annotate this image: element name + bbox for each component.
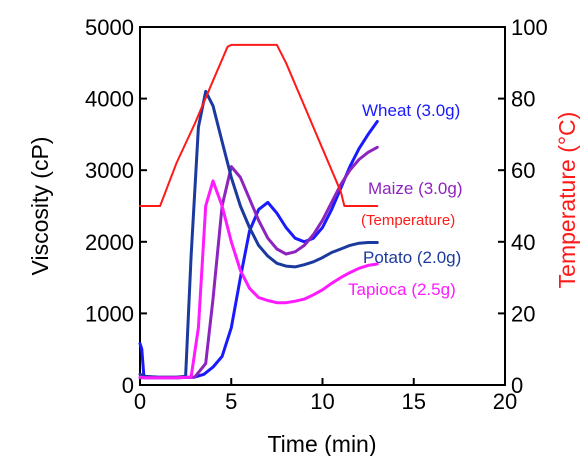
y-axis-title: Viscosity (cP)	[27, 137, 53, 276]
x-tick-label: 10	[310, 389, 334, 414]
x-tick-label: 5	[225, 389, 237, 414]
label-tapioca: Tapioca (2.5g)	[348, 280, 456, 299]
axis-ticks: 0 5 10 15 2001000200030004000500002040608010…	[85, 15, 548, 414]
y2-tick-label: 60	[511, 158, 535, 183]
y-tick-label: 4000	[85, 87, 134, 112]
series-line-maize-g	[138, 145, 379, 380]
x-tick-label: 0	[134, 389, 146, 414]
y-tick-label: 1000	[85, 301, 134, 326]
label-wheat: Wheat (3.0g)	[362, 101, 460, 120]
label-potato: Potato (2.0g)	[363, 248, 461, 267]
y2-tick-label: 40	[511, 230, 535, 255]
y2-axis-title: Temperature (°C)	[554, 112, 580, 289]
x-tick-label: 20	[493, 389, 517, 414]
y-tick-label: 2000	[85, 230, 134, 255]
y-tick-label: 3000	[85, 158, 134, 183]
y-tick-label: 5000	[85, 15, 134, 40]
series-line-tapioca-g	[138, 179, 379, 380]
label-maize: Maize (3.0g)	[368, 179, 462, 198]
series-line-potato-g	[138, 89, 379, 379]
y2-tick-label: 100	[511, 15, 548, 40]
y2-tick-label: 20	[511, 301, 535, 326]
series-lines	[138, 43, 379, 380]
series-line-temperature	[139, 43, 379, 207]
y-tick-label: 0	[122, 373, 134, 398]
y2-tick-label: 80	[511, 87, 535, 112]
x-tick-label: 15	[402, 389, 426, 414]
y2-tick-label: 0	[511, 373, 523, 398]
x-axis-title: Time (min)	[267, 431, 376, 456]
label-temperature: (Temperature)	[361, 212, 455, 229]
